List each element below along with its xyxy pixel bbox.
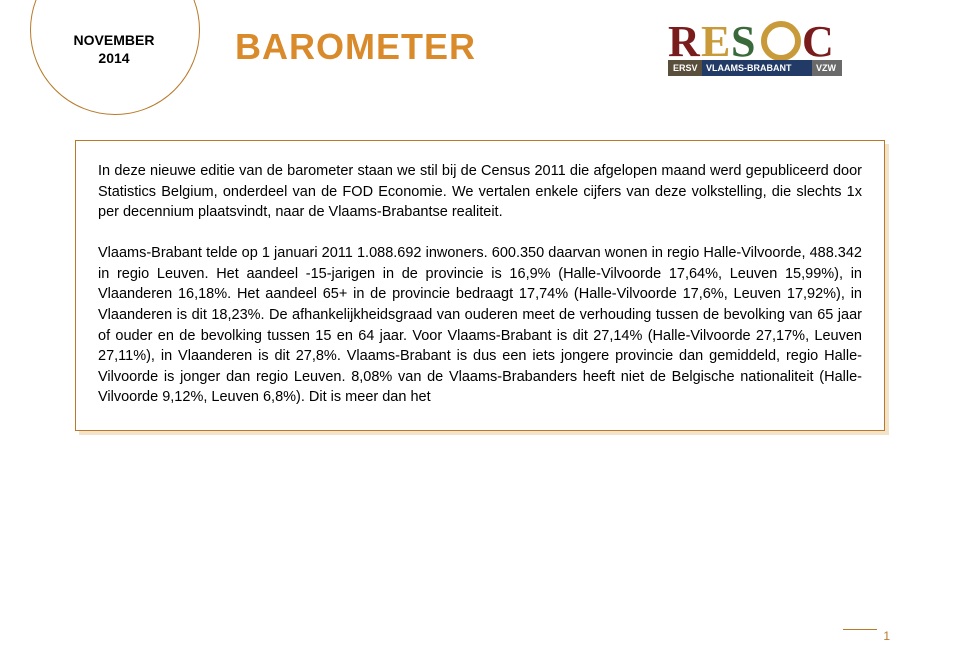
date-badge: NOVEMBER 2014	[54, 32, 174, 67]
page-number: 1	[843, 629, 890, 643]
badge-month: NOVEMBER	[74, 32, 155, 48]
resoc-logo: R E S C ERSV VLAAMS-BRABANT VZW	[668, 16, 888, 87]
logo-letter-e: E	[701, 17, 730, 66]
logo-strip-left: ERSV	[673, 63, 698, 73]
logo-strip-right: VZW	[816, 63, 837, 73]
body-paragraph: In deze nieuwe editie van de barometer s…	[98, 161, 862, 408]
logo-letter-o	[764, 24, 798, 58]
logo-letter-c: C	[802, 17, 834, 66]
content-frame: In deze nieuwe editie van de barometer s…	[75, 140, 885, 431]
page: NOVEMBER 2014 BAROMETER R E S C ERSV VLA…	[0, 0, 960, 657]
logo-strip-mid: VLAAMS-BRABANT	[706, 63, 792, 73]
logo-letter-s: S	[731, 17, 755, 66]
logo-letter-r: R	[668, 17, 701, 66]
document-title: BAROMETER	[235, 26, 476, 68]
badge-year: 2014	[98, 50, 129, 66]
